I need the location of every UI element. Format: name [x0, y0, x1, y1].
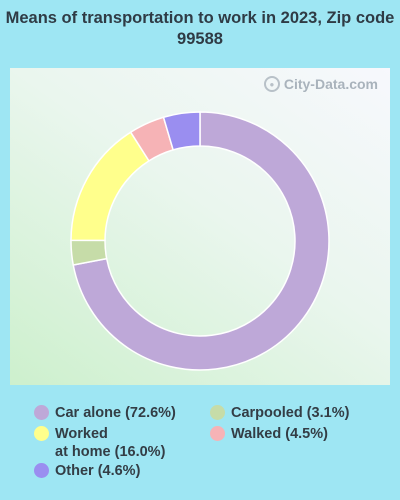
legend-label: Worked at home (16.0%) — [55, 426, 166, 460]
watermark-text: City-Data.com — [283, 76, 378, 92]
legend-item-carpooled: Carpooled (3.1%) — [210, 404, 349, 422]
donut-slice-car-alone — [72, 111, 330, 371]
legend-swatch — [34, 463, 49, 478]
legend-swatch — [210, 405, 225, 420]
legend: Car alone (72.6%) Carpooled (3.1%) Worked … — [0, 400, 400, 500]
legend-item-worked-at-home: Worked at home (16.0%) — [34, 425, 165, 461]
plot-area: ● City-Data.com — [10, 68, 390, 385]
legend-label: Carpooled (3.1%) — [231, 405, 350, 421]
legend-label: Walked (4.5%) — [231, 426, 328, 442]
legend-item-walked: Walked (4.5%) — [210, 425, 328, 443]
legend-label: Other (4.6%) — [55, 463, 141, 479]
search-icon: ● — [263, 76, 280, 92]
donut-slice-worked-at-home — [70, 131, 150, 242]
donut-chart — [70, 111, 330, 371]
chart-title: Means of transportation to work in 2023,… — [5, 9, 395, 48]
legend-swatch — [210, 426, 225, 441]
donut-slice-other — [162, 111, 201, 151]
legend-swatch — [34, 405, 49, 420]
legend-item-car-alone: Car alone (72.6%) — [34, 404, 176, 422]
watermark: ● City-Data.com — [263, 76, 378, 92]
legend-label: Car alone (72.6%) — [55, 405, 176, 421]
legend-swatch — [34, 426, 49, 441]
legend-item-other: Other (4.6%) — [34, 462, 140, 480]
